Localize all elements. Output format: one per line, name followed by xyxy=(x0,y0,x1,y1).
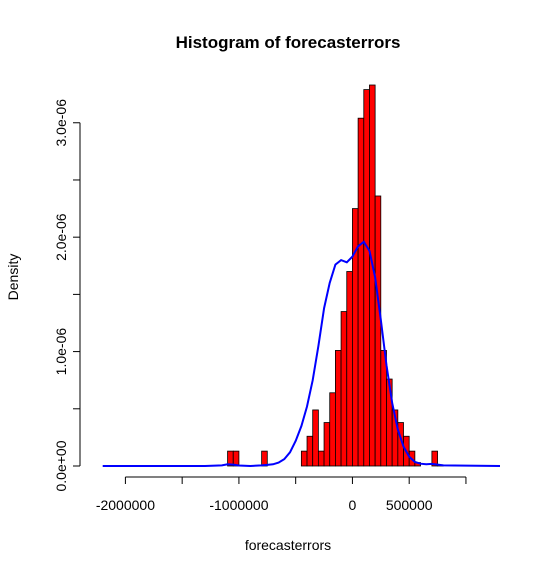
x-axis-label: forecasterrors xyxy=(245,537,331,553)
histogram-bars xyxy=(227,84,444,467)
histogram-bar xyxy=(300,450,308,467)
x-tick-label: -2000000 xyxy=(96,497,155,513)
y-tick-label: 0.0e+00 xyxy=(53,440,69,491)
histogram-bar xyxy=(357,117,365,467)
histogram-bar xyxy=(306,435,314,467)
histogram-bar xyxy=(346,271,353,467)
histogram-bar xyxy=(323,422,331,467)
histogram-bar xyxy=(380,350,387,467)
histogram-bar xyxy=(340,311,348,467)
histogram-bar xyxy=(363,89,370,467)
chart-title: Histogram of forecasterrors xyxy=(176,33,401,52)
histogram-bar xyxy=(317,450,325,467)
y-tick-label: 1.0e-06 xyxy=(53,328,69,376)
y-axis-label: Density xyxy=(5,254,21,301)
y-axis: 0.0e+00 1.0e-06 2.0e-06 3.0e-06 xyxy=(53,99,81,492)
x-tick-label: -1000000 xyxy=(209,497,268,513)
histogram-bar xyxy=(335,350,342,467)
y-tick-label: 3.0e-06 xyxy=(53,99,69,147)
histogram-bar xyxy=(261,450,268,467)
density-curve xyxy=(102,240,501,468)
histogram-bar xyxy=(431,450,438,467)
histogram-bar xyxy=(374,195,382,467)
x-tick-label: 0 xyxy=(349,497,357,513)
histogram-bar xyxy=(312,409,319,467)
x-axis: -2000000 -1000000 0 500000 xyxy=(96,476,467,513)
histogram-bar xyxy=(329,392,336,467)
y-tick-label: 2.0e-06 xyxy=(53,213,69,261)
x-tick-label: 500000 xyxy=(386,497,433,513)
